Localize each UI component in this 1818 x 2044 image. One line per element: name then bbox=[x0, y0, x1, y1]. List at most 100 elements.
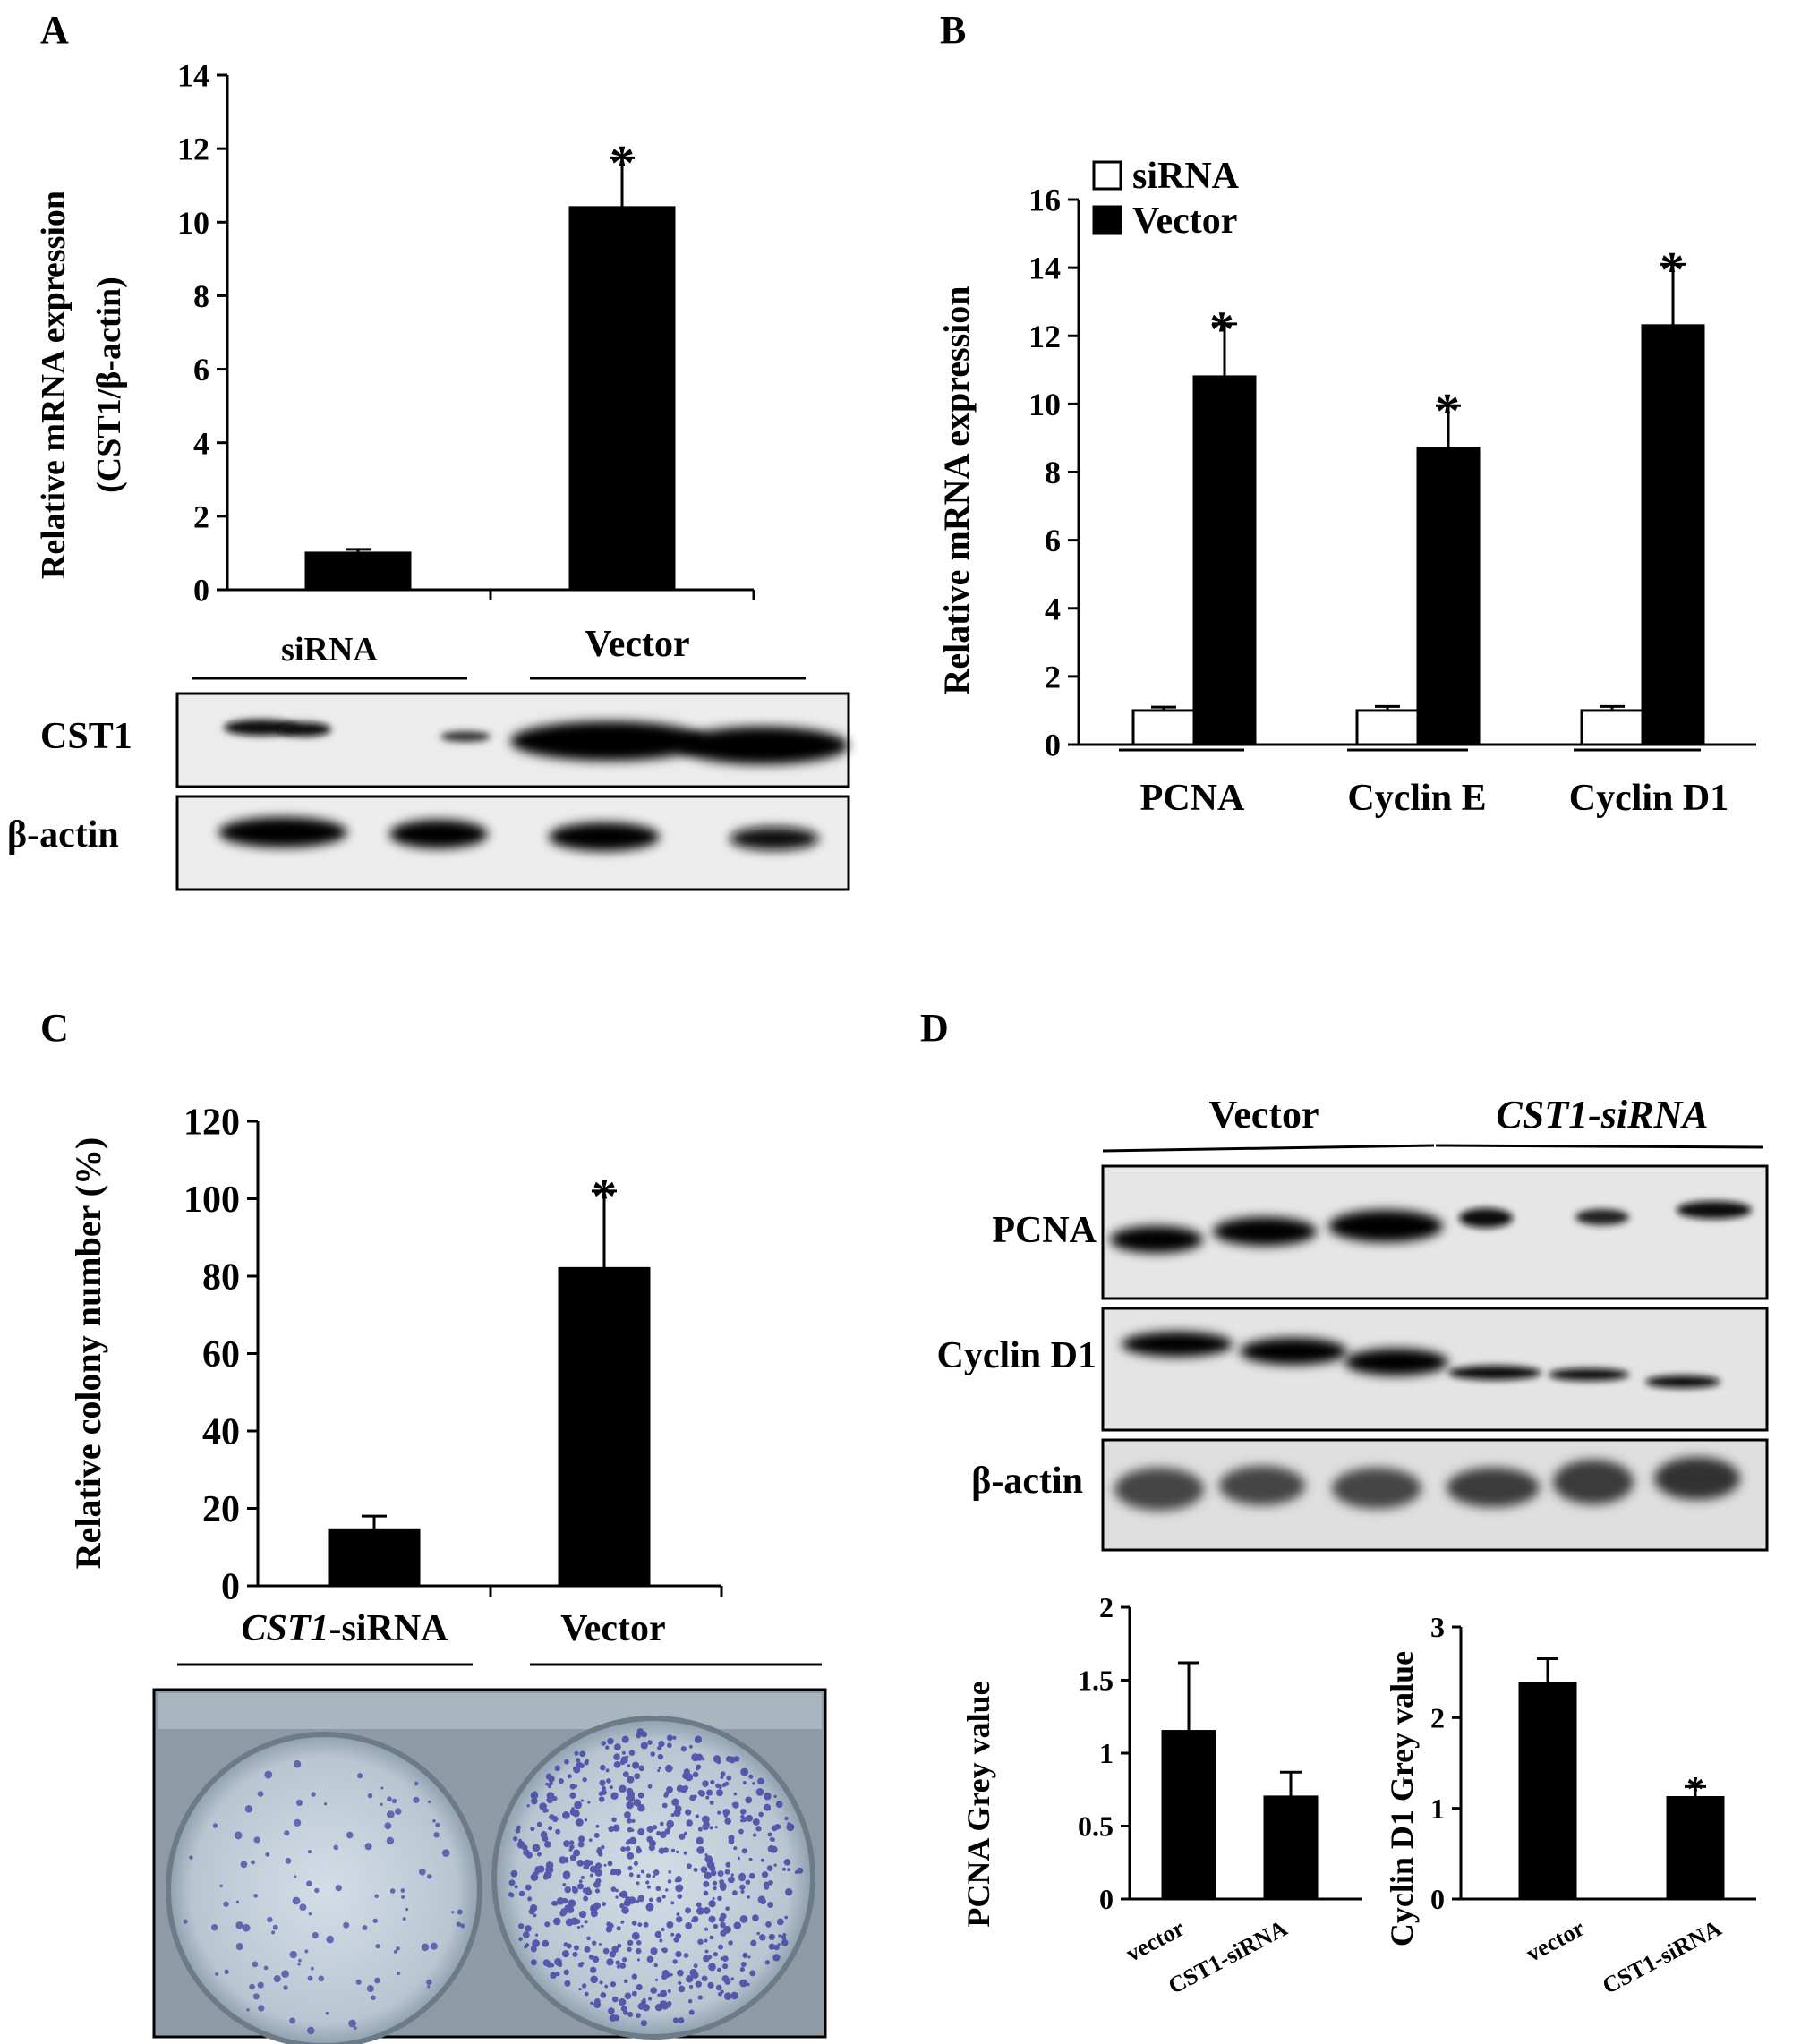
colony-dot bbox=[667, 1879, 672, 1884]
colony-dot bbox=[601, 1789, 607, 1795]
colony-dot bbox=[685, 1975, 694, 1983]
colony-dot bbox=[761, 1871, 769, 1878]
colony-dot bbox=[670, 1813, 675, 1818]
colony-dot bbox=[597, 1869, 602, 1873]
colony-dot bbox=[289, 1950, 297, 1959]
colony-dot bbox=[721, 1955, 729, 1963]
colony-dot bbox=[427, 1874, 432, 1879]
colony-dot bbox=[784, 1915, 788, 1920]
colony-dot bbox=[569, 1792, 576, 1799]
colony-dot bbox=[311, 1792, 316, 1797]
panel-b-significance-star: * bbox=[1660, 243, 1685, 298]
colony-dot bbox=[776, 1918, 784, 1926]
colony-dot bbox=[627, 1776, 635, 1784]
colony-dot bbox=[628, 1750, 636, 1756]
panel-d-pcna-category-label-1: CST1-siRNA bbox=[1164, 1915, 1292, 1999]
colony-dot bbox=[576, 1860, 585, 1867]
colony-dot bbox=[692, 1771, 699, 1778]
panel-d-cyclin-d1-y-tick-label: 0 bbox=[1430, 1883, 1445, 1915]
colony-dot bbox=[757, 1777, 764, 1785]
colony-dot bbox=[723, 1992, 732, 2000]
colony-dot bbox=[622, 1771, 629, 1778]
colony-dot bbox=[664, 1791, 670, 1796]
colony-dot bbox=[742, 1954, 747, 1959]
colony-dot bbox=[643, 1921, 649, 1928]
colony-dot bbox=[698, 1790, 705, 1797]
colony-dot bbox=[640, 2020, 647, 2027]
colony-dot bbox=[559, 1856, 567, 1864]
colony-dot bbox=[219, 1884, 223, 1888]
colony-dot bbox=[253, 1893, 259, 1898]
colony-dot bbox=[532, 1844, 541, 1852]
colony-dot bbox=[573, 1945, 579, 1951]
colony-dot bbox=[510, 1869, 518, 1878]
colony-dot bbox=[555, 1828, 561, 1835]
colony-dot bbox=[606, 1778, 611, 1784]
colony-dot bbox=[252, 1993, 260, 2000]
colony-dot bbox=[601, 1844, 605, 1850]
panel-d-cyclin-d1-significance-star: * bbox=[1686, 1768, 1704, 1809]
colony-dot bbox=[675, 1933, 682, 1939]
colony-dot bbox=[565, 1918, 574, 1927]
colony-dot bbox=[435, 1822, 440, 1827]
panel-a-y-axis-title: Relative mRNA expression (CST1/β-actin) bbox=[35, 191, 128, 579]
panel-c-bar-1 bbox=[558, 1266, 651, 1588]
colony-dot bbox=[601, 1785, 606, 1791]
colony-dot bbox=[525, 1884, 532, 1891]
colony-dot bbox=[664, 1828, 670, 1835]
colony-dot bbox=[563, 1840, 570, 1848]
colony-dot bbox=[619, 1890, 628, 1899]
colony-dot bbox=[741, 1817, 747, 1823]
colony-dot bbox=[610, 1981, 617, 1988]
colony-dot bbox=[657, 1745, 662, 1750]
colony-dot bbox=[748, 1857, 753, 1861]
panel-c-bar-0 bbox=[328, 1528, 421, 1588]
colony-dot bbox=[244, 1805, 253, 1813]
colony-dot bbox=[258, 2005, 265, 2012]
colony-dot bbox=[534, 1870, 540, 1875]
colony-dot bbox=[676, 1850, 679, 1854]
colony-dot bbox=[637, 1827, 645, 1835]
colony-dot bbox=[605, 1926, 613, 1933]
panel-d-cyclin-d1-bar-0 bbox=[1518, 1682, 1577, 1901]
panel-a-letter: A bbox=[40, 8, 69, 52]
colony-dot bbox=[746, 1814, 754, 1822]
colony-dot bbox=[389, 1888, 396, 1894]
colony-dot bbox=[679, 1833, 686, 1840]
colony-dot bbox=[284, 1830, 290, 1836]
colony-dot bbox=[675, 1950, 682, 1958]
colony-well-sirna bbox=[166, 1732, 482, 2044]
colony-dot bbox=[524, 1945, 528, 1949]
colony-dot bbox=[304, 1949, 309, 1954]
colony-dot bbox=[183, 1919, 188, 1924]
panel-c-y-axis-title: Relative colony number (%) bbox=[68, 1137, 108, 1570]
colony-dot bbox=[755, 1788, 764, 1796]
colony-dot bbox=[441, 1849, 450, 1857]
colony-dot bbox=[721, 1783, 727, 1787]
panel-a-bar-chart: 0 2 4 6 8 10 12 14 * bbox=[177, 58, 755, 609]
colony-dot bbox=[718, 1784, 722, 1790]
panel-c-category-label-italic: CST1 bbox=[241, 1608, 329, 1649]
colony-dot bbox=[400, 1888, 405, 1893]
colony-dot bbox=[577, 1835, 585, 1843]
colony-dot bbox=[720, 1929, 727, 1937]
colony-dot bbox=[720, 1884, 727, 1891]
colony-dot bbox=[555, 1971, 560, 1977]
colony-dot bbox=[768, 1879, 773, 1886]
colony-dot bbox=[750, 1939, 757, 1946]
colony-dot bbox=[380, 1802, 383, 1806]
colony-dot bbox=[246, 2008, 250, 2012]
colony-dot bbox=[685, 1809, 692, 1816]
colony-dot bbox=[294, 1818, 302, 1827]
panel-a-y-tick-label: 14 bbox=[177, 58, 209, 94]
colony-dot bbox=[696, 1836, 704, 1845]
colony-dot bbox=[589, 1865, 597, 1873]
colony-dot bbox=[578, 1988, 582, 1991]
colony-dot bbox=[713, 1951, 718, 1957]
colony-dot bbox=[212, 1823, 218, 1828]
colony-dot bbox=[687, 1998, 693, 2004]
colony-dot bbox=[585, 1759, 589, 1763]
colony-dot bbox=[242, 1923, 251, 1932]
colony-dot bbox=[636, 1983, 643, 1991]
colony-dot bbox=[433, 1832, 440, 1838]
